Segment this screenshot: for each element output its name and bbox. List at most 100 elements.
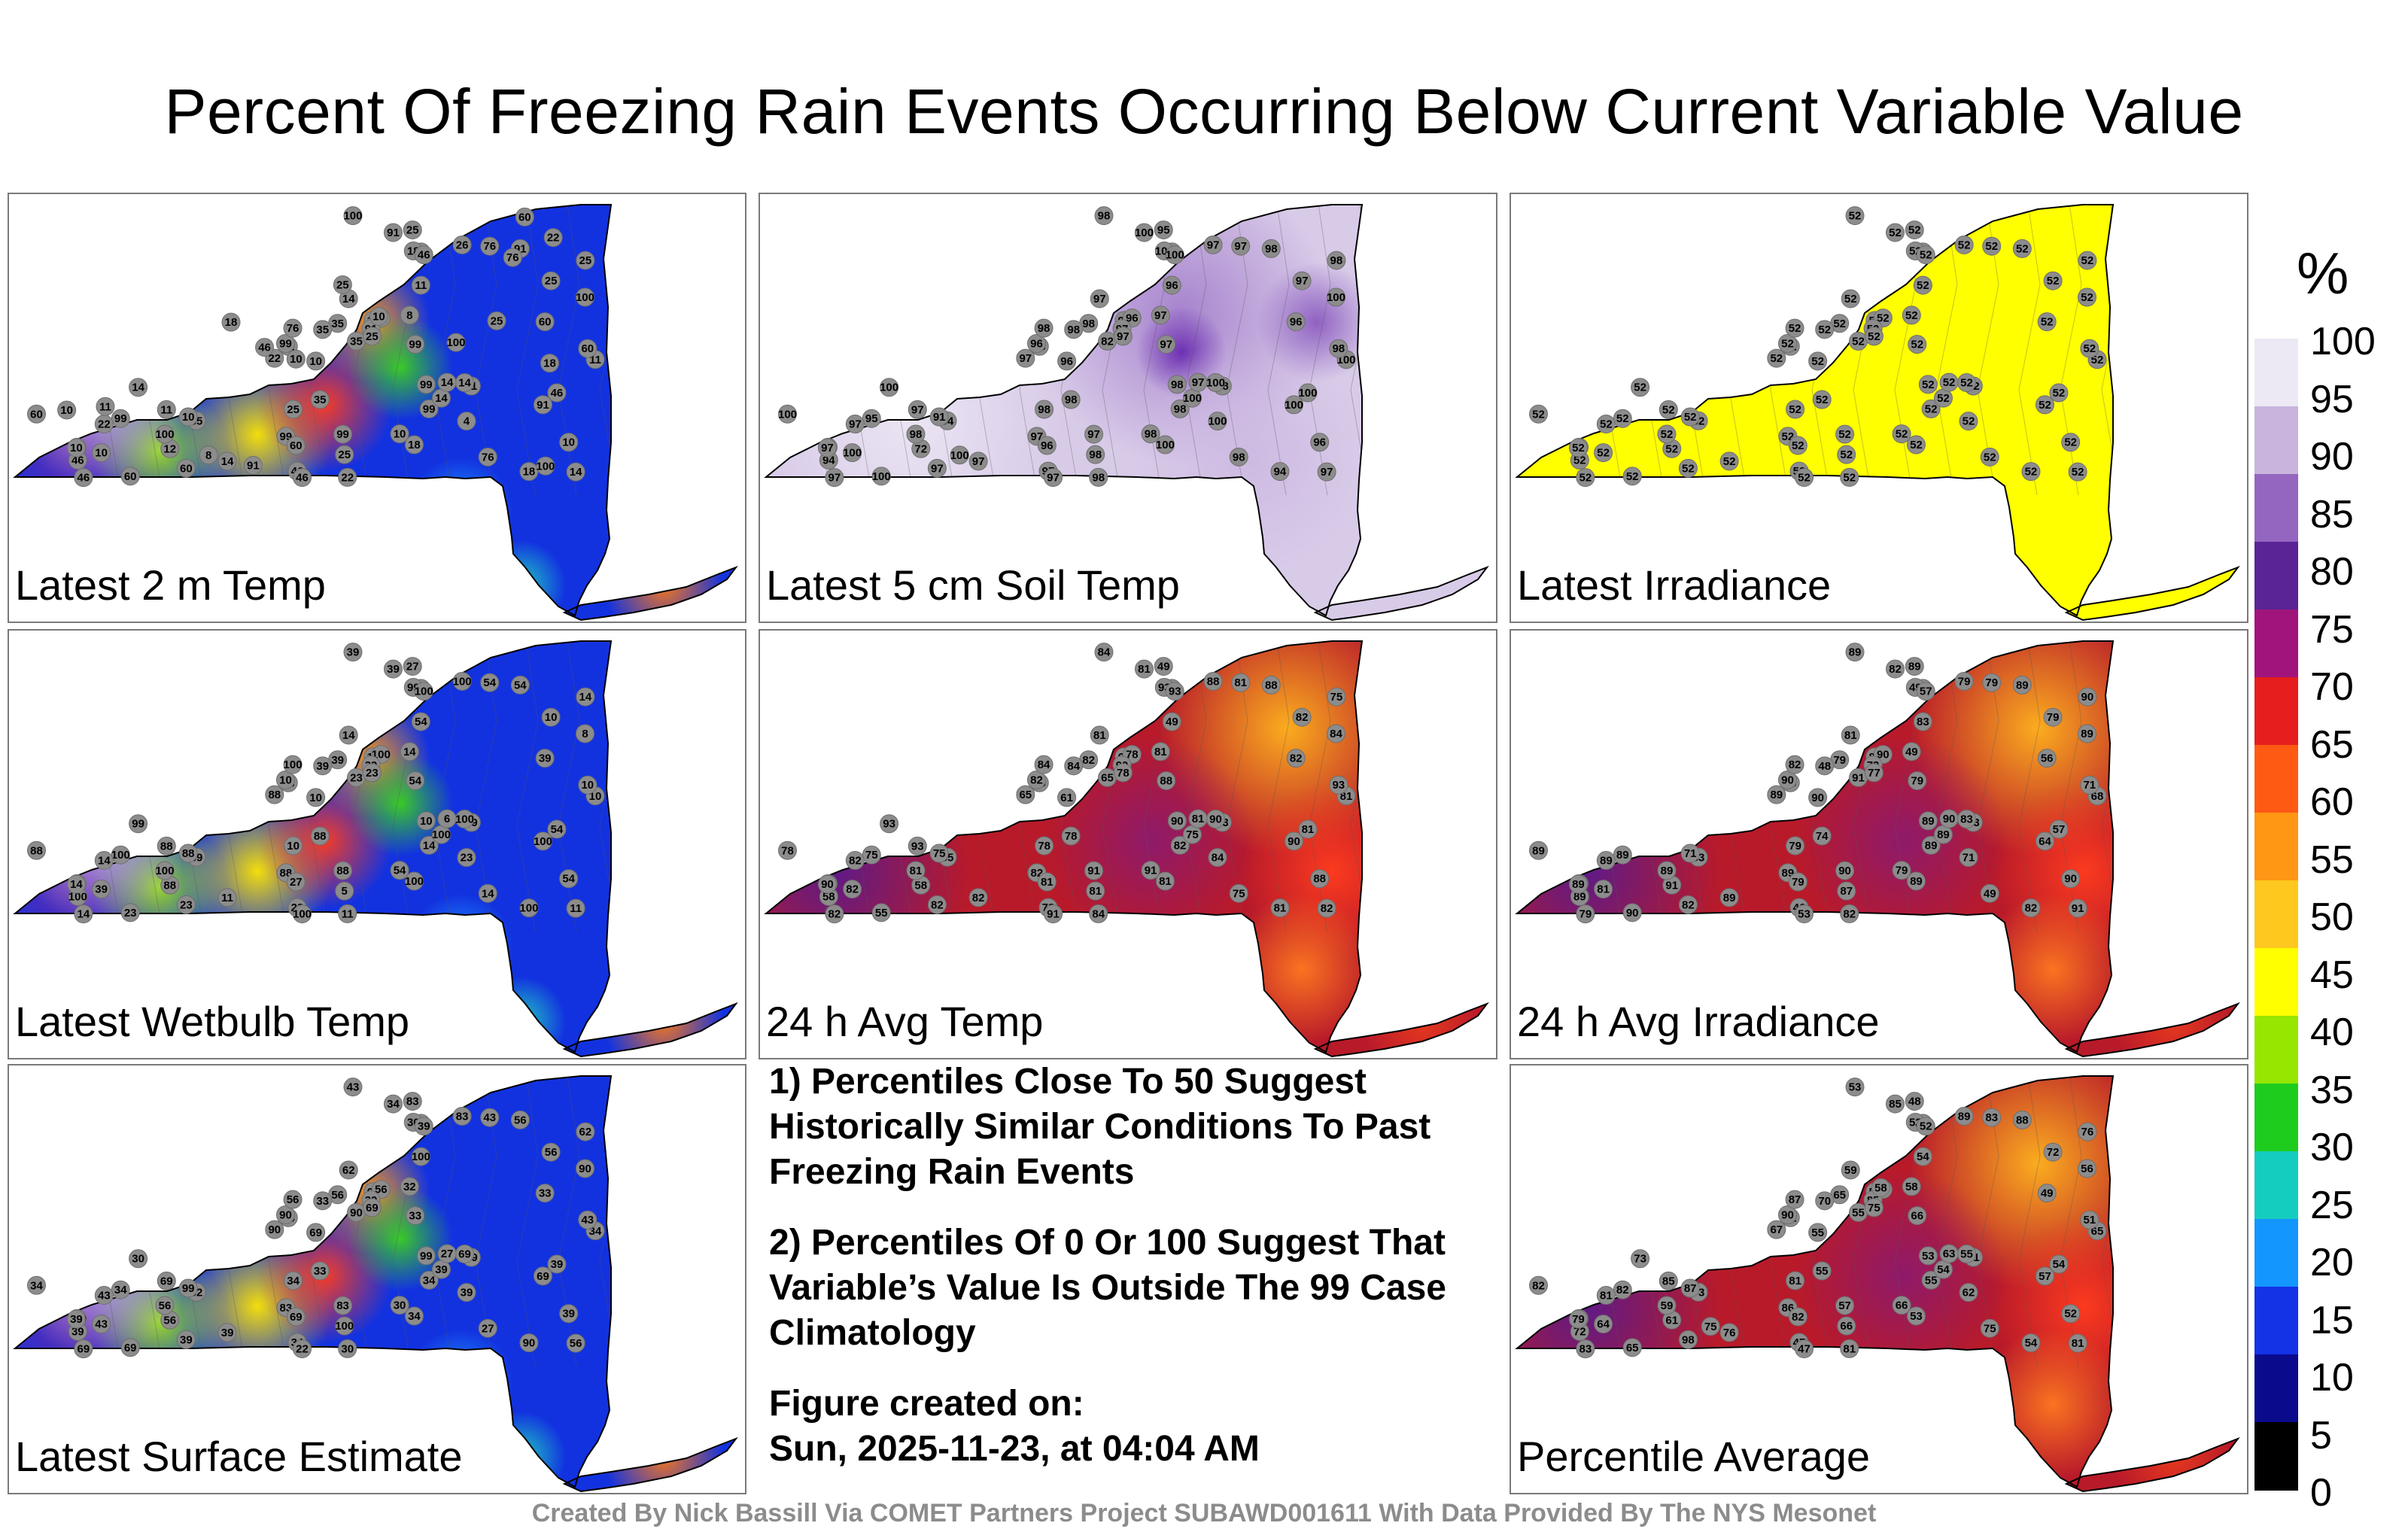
- station-value: 88: [30, 844, 43, 857]
- station-value: 46: [551, 387, 564, 400]
- station-value: 52: [1532, 408, 1545, 421]
- station-value: 72: [914, 442, 927, 455]
- colorbar-tick-label: 80: [2310, 550, 2354, 594]
- station-value: 82: [1030, 774, 1043, 786]
- station-marker: [1982, 673, 2002, 692]
- field-shade: [766, 736, 971, 1007]
- station-marker: [2078, 1122, 2097, 1141]
- station-value: 98: [1038, 403, 1050, 416]
- station-marker: [547, 383, 567, 403]
- colorbar-tick-label: 60: [2310, 780, 2354, 824]
- station-marker: [437, 372, 457, 392]
- colorbar-tick-label: 5: [2310, 1413, 2332, 1457]
- station-value: 23: [350, 771, 363, 784]
- station-marker: [1678, 458, 1698, 478]
- station-value: 62: [579, 1126, 592, 1138]
- station-marker: [1954, 1106, 1974, 1126]
- station-marker: [390, 424, 409, 444]
- station-value: 52: [2053, 387, 2066, 400]
- station-value: 69: [366, 1202, 379, 1214]
- station-marker: [480, 1108, 500, 1127]
- station-value: 97: [849, 418, 862, 431]
- station-value: 39: [331, 754, 344, 767]
- station-value: 83: [406, 1096, 419, 1108]
- station-value: 91: [1665, 879, 1678, 892]
- station-marker: [1767, 785, 1786, 804]
- station-value: 56: [163, 1314, 176, 1327]
- station-marker: [1841, 725, 1860, 745]
- station-marker: [1835, 1296, 1855, 1315]
- station-value: 100: [155, 865, 174, 877]
- station-marker: [404, 871, 424, 891]
- station-value: 91: [1087, 865, 1100, 877]
- station-value: 89: [1600, 855, 1613, 868]
- station-value: 14: [403, 746, 416, 758]
- station-marker: [362, 327, 382, 346]
- state-outline: [2064, 1002, 2240, 1058]
- station-value: 97: [1154, 309, 1167, 322]
- station-value: 35: [331, 318, 344, 330]
- station-value: 54: [514, 679, 527, 692]
- station-value: 39: [551, 1258, 564, 1271]
- station-value: 88: [314, 830, 327, 843]
- station-value: 69: [78, 1343, 90, 1356]
- station-marker: [2021, 898, 2041, 918]
- colorbar-segment: [2254, 745, 2298, 813]
- colorbar-segment: [2254, 813, 2298, 881]
- station-marker: [2049, 819, 2069, 839]
- station-marker: [1284, 831, 1303, 851]
- station-value: 85: [1889, 1098, 1902, 1111]
- station-marker: [155, 424, 175, 444]
- station-value: 100: [880, 381, 898, 394]
- station-value: 82: [1290, 752, 1303, 765]
- station-marker: [27, 404, 47, 424]
- station-value: 34: [423, 1274, 436, 1287]
- station-value: 89: [2016, 679, 2029, 692]
- station-marker: [1808, 1223, 1828, 1242]
- colorbar-tick-label: 10: [2310, 1356, 2354, 1400]
- station-marker: [1310, 433, 1330, 452]
- station-marker: [437, 1244, 457, 1263]
- station-marker: [400, 742, 419, 761]
- field-shade: [1517, 736, 1722, 1007]
- station-value: 52: [1792, 439, 1804, 452]
- station-value: 88: [163, 879, 176, 892]
- station-marker: [333, 1296, 353, 1315]
- station-marker: [419, 835, 439, 855]
- station-value: 52: [2083, 342, 2096, 355]
- station-value: 89: [1958, 1110, 1971, 1123]
- station-marker: [2035, 831, 2054, 851]
- station-marker: [1594, 443, 1613, 463]
- station-marker: [1939, 1244, 1959, 1263]
- station-value: 54: [1917, 1150, 1929, 1163]
- station-value: 93: [883, 818, 895, 831]
- station-value: 71: [1963, 852, 1975, 865]
- station-value: 52: [1984, 451, 1996, 464]
- station-marker: [1270, 462, 1290, 482]
- station-value: 97: [1296, 275, 1309, 287]
- station-marker: [1094, 206, 1114, 226]
- station-value: 100: [68, 890, 87, 903]
- station-value: 52: [2039, 399, 2051, 412]
- station-value: 71: [1684, 847, 1697, 860]
- station-marker: [575, 724, 594, 743]
- station-value: 87: [1840, 885, 1853, 898]
- station-marker: [265, 785, 284, 804]
- station-marker: [566, 898, 585, 918]
- station-marker: [1906, 1306, 1926, 1326]
- station-marker: [1208, 412, 1227, 431]
- station-marker: [1134, 223, 1154, 242]
- station-marker: [1835, 861, 1855, 880]
- station-marker: [66, 874, 86, 894]
- station-value: 98: [1067, 324, 1080, 336]
- station-value: 100: [534, 835, 552, 848]
- station-value: 98: [1332, 342, 1345, 355]
- station-marker: [487, 311, 506, 330]
- station-marker: [515, 207, 534, 226]
- station-marker: [1596, 1286, 1616, 1306]
- station-marker: [1061, 390, 1081, 409]
- station-marker: [1680, 843, 1700, 863]
- station-value: 25: [491, 315, 503, 327]
- station-value: 11: [99, 400, 111, 413]
- station-marker: [1631, 378, 1650, 397]
